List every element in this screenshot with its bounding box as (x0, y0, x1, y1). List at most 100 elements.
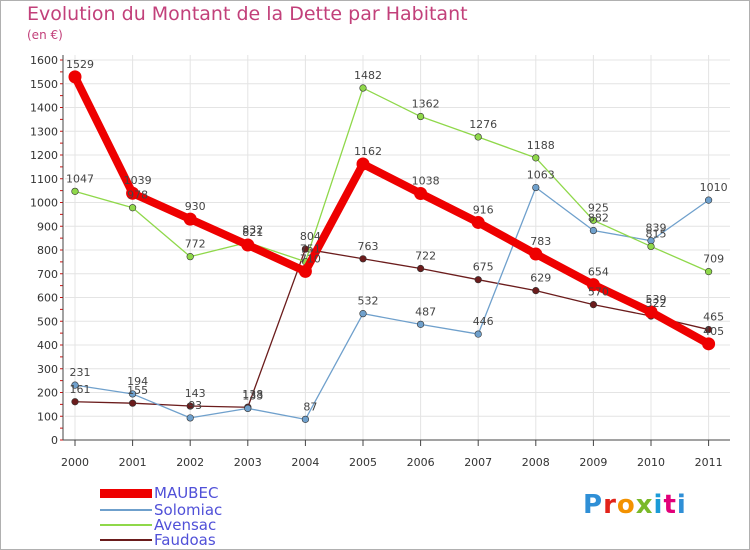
data-label-maubec-2009: 654 (588, 266, 609, 279)
y-tick-label-800: 800 (37, 244, 58, 257)
data-label-solomiac-2003: 133 (242, 389, 263, 402)
x-tick-label-2004: 2004 (291, 456, 319, 469)
y-tick-label-1600: 1600 (30, 54, 58, 67)
point-avensac-2002 (186, 253, 194, 261)
data-label-faudoas-2008: 629 (530, 272, 551, 285)
legend-swatch-faudoas (100, 539, 152, 541)
point-maubec-2000 (68, 70, 82, 84)
chart-title: Evolution du Montant de la Dette par Hab… (27, 3, 468, 25)
point-solomiac-2011 (704, 196, 713, 204)
point-maubec-2004 (298, 264, 312, 278)
y-tick-label-600: 600 (37, 292, 58, 305)
y-tick-label-0: 0 (51, 434, 58, 447)
legend-item-faudoas[interactable]: Faudoas (100, 532, 216, 548)
x-tick-label-2002: 2002 (176, 456, 204, 469)
data-label-faudoas-2002: 143 (185, 387, 206, 400)
legend-item-maubec[interactable]: MAUBEC (100, 485, 218, 501)
data-label-avensac-2001: 978 (127, 189, 148, 202)
point-solomiac-2003 (244, 404, 252, 413)
data-label-faudoas-2003: 138 (242, 388, 263, 401)
point-maubec-2008 (529, 247, 543, 261)
x-tick-label-2008: 2008 (522, 456, 550, 469)
y-tick-label-300: 300 (37, 363, 58, 376)
x-tick-label-2000: 2000 (61, 456, 89, 469)
data-label-solomiac-2010: 839 (646, 222, 667, 235)
grid-layer (65, 55, 730, 441)
y-tick-label-1000: 1000 (30, 197, 58, 210)
y-tick-label-1400: 1400 (30, 102, 58, 115)
point-solomiac-2008 (532, 183, 540, 192)
logo-letter: i (653, 490, 664, 520)
x-tick-label-2001: 2001 (119, 456, 147, 469)
y-tick-label-1500: 1500 (30, 78, 58, 91)
axis-layer: 0 100 200 300 400 500 600 700 800 900 1000 1100 1200… (30, 54, 730, 469)
point-faudoas-2011 (704, 325, 713, 334)
label-layer: 161 155 143 138 804 763 722 675 629 570 522 465 231 1… (66, 58, 728, 413)
series-line-faudoas (74, 248, 710, 408)
x-tick-label-2011: 2011 (695, 456, 723, 469)
point-avensac-2007 (474, 133, 482, 141)
data-label-avensac-2011: 709 (703, 253, 724, 266)
chart-subtitle: (en €) (27, 28, 63, 42)
data-label-maubec-2006: 1038 (412, 174, 440, 187)
legend-label-solomiac: Solomiac (154, 501, 223, 519)
data-label-faudoas-2009: 570 (588, 286, 609, 299)
proxiti-logo: Proxiti (583, 490, 687, 520)
point-solomiac-2001 (129, 390, 137, 398)
point-faudoas-2005 (359, 255, 367, 263)
point-avensac-2006 (417, 112, 425, 121)
data-label-solomiac-2000: 231 (70, 366, 91, 379)
x-tick-label-2007: 2007 (464, 456, 492, 469)
data-label-avensac-2010: 815 (646, 227, 667, 240)
legend-swatch-maubec (100, 488, 152, 498)
point-solomiac-2002 (186, 414, 194, 422)
data-label-maubec-2004: 710 (300, 252, 321, 265)
data-label-solomiac-2007: 446 (473, 315, 494, 328)
data-label-faudoas-2007: 675 (473, 261, 494, 274)
y-tick-label-500: 500 (37, 315, 58, 328)
point-solomiac-2007 (474, 330, 482, 338)
y-tick-label-1300: 1300 (30, 125, 58, 138)
point-maubec-2005 (356, 157, 370, 171)
data-label-avensac-2009: 925 (588, 201, 609, 214)
data-label-maubec-2005: 1162 (354, 145, 382, 158)
legend-item-solomiac[interactable]: Solomiac (100, 502, 222, 518)
point-maubec-2002 (183, 212, 197, 226)
point-faudoas-2006 (417, 264, 425, 273)
legend-label-maubec: MAUBEC (154, 484, 219, 502)
data-label-solomiac-2006: 487 (415, 305, 436, 318)
y-tick-label-1100: 1100 (30, 173, 58, 186)
x-tick-label-2005: 2005 (349, 456, 377, 469)
data-label-faudoas-2006: 722 (415, 250, 436, 263)
point-faudoas-2009 (589, 301, 598, 309)
y-tick-label-900: 900 (37, 220, 58, 233)
y-tick-label-200: 200 (37, 387, 58, 400)
series-line-maubec (71, 72, 713, 348)
y-tick-label-100: 100 (37, 410, 58, 423)
data-label-maubec-2008: 783 (530, 235, 551, 248)
data-label-faudoas-2010: 522 (646, 297, 667, 310)
data-label-avensac-2000: 1047 (66, 172, 94, 185)
data-label-maubec-2011: 405 (703, 325, 724, 338)
point-faudoas-2001 (129, 399, 137, 407)
data-label-solomiac-2001: 194 (127, 375, 148, 388)
data-label-solomiac-2005: 532 (358, 295, 379, 308)
legend-swatch-avensac (100, 524, 152, 526)
x-tick-label-2009: 2009 (579, 456, 607, 469)
data-label-maubec-2001: 1039 (124, 174, 152, 187)
legend-item-avensac[interactable]: Avensac (100, 517, 216, 533)
point-avensac-2009 (589, 216, 598, 224)
x-tick-label-2006: 2006 (407, 456, 435, 469)
point-maubec-2010 (644, 305, 658, 319)
y-tick-label-700: 700 (37, 268, 58, 281)
data-label-avensac-2007: 1276 (469, 118, 497, 131)
point-faudoas-2007 (474, 276, 482, 284)
point-avensac-2010 (647, 242, 655, 251)
point-avensac-2005 (359, 84, 367, 92)
data-label-avensac-2005: 1482 (354, 69, 382, 82)
data-label-faudoas-2005: 763 (358, 240, 379, 253)
data-label-maubec-2000: 1529 (66, 58, 94, 71)
point-faudoas-2008 (532, 287, 540, 295)
